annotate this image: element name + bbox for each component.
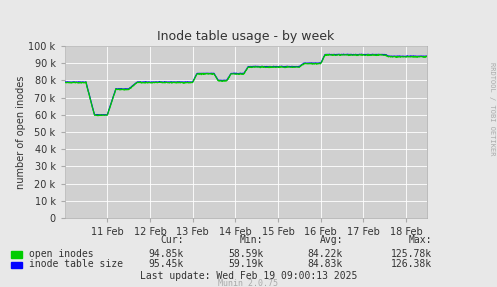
Text: 94.85k: 94.85k xyxy=(149,249,184,259)
Text: 125.78k: 125.78k xyxy=(391,249,432,259)
Text: Max:: Max: xyxy=(409,234,432,245)
Text: Avg:: Avg: xyxy=(320,234,343,245)
Text: RRDTOOL / TOBI OETIKER: RRDTOOL / TOBI OETIKER xyxy=(489,62,495,156)
Text: 58.59k: 58.59k xyxy=(228,249,263,259)
Text: Munin 2.0.75: Munin 2.0.75 xyxy=(219,279,278,287)
Text: 59.19k: 59.19k xyxy=(228,259,263,269)
Text: open inodes: open inodes xyxy=(29,249,93,259)
Text: 126.38k: 126.38k xyxy=(391,259,432,269)
Text: inode table size: inode table size xyxy=(29,259,123,269)
Text: Last update: Wed Feb 19 09:00:13 2025: Last update: Wed Feb 19 09:00:13 2025 xyxy=(140,271,357,281)
Text: 84.83k: 84.83k xyxy=(308,259,343,269)
Title: Inode table usage - by week: Inode table usage - by week xyxy=(158,30,334,43)
Text: Cur:: Cur: xyxy=(161,234,184,245)
Text: 95.45k: 95.45k xyxy=(149,259,184,269)
Y-axis label: number of open inodes: number of open inodes xyxy=(16,75,26,189)
Text: 84.22k: 84.22k xyxy=(308,249,343,259)
Text: Min:: Min: xyxy=(240,234,263,245)
